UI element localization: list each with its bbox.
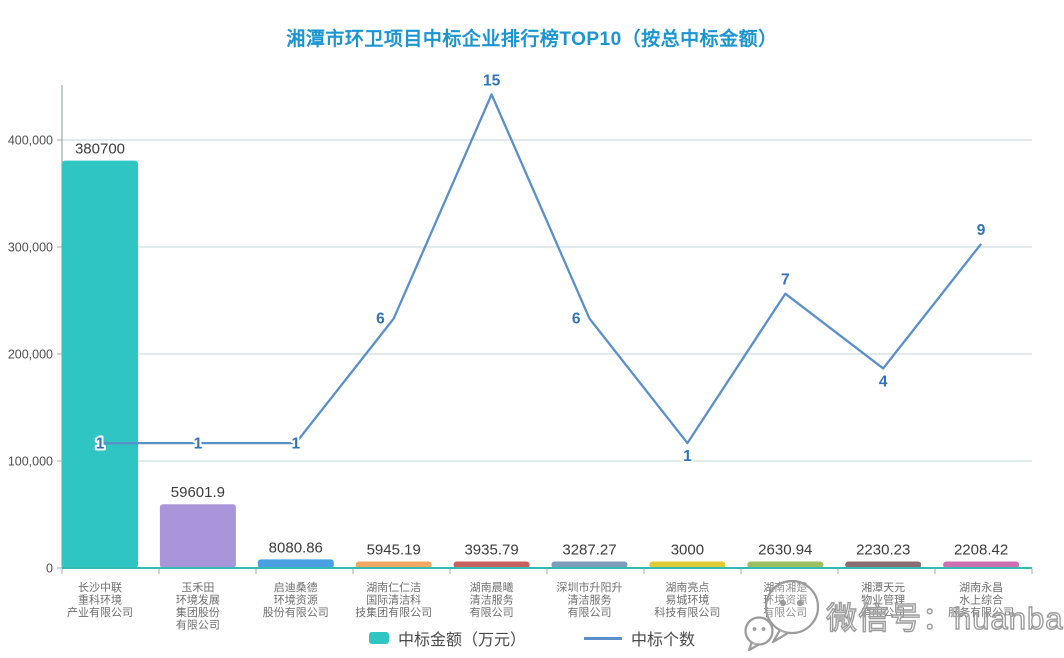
legend-label: 中标金额（万元） bbox=[397, 632, 526, 649]
bar bbox=[551, 561, 628, 568]
bar-value-label: 59601.9 bbox=[171, 484, 225, 501]
y-axis-tick-label: 200,000 bbox=[8, 348, 53, 362]
bar bbox=[159, 504, 236, 568]
line-point-label: 1 bbox=[291, 436, 300, 453]
line-series-swatch bbox=[584, 636, 622, 640]
bar bbox=[453, 561, 530, 568]
category-label: 湖南永昌水上综合服务有限公司 bbox=[948, 580, 1014, 619]
legend-label: 中标个数 bbox=[631, 632, 696, 649]
line-point-label: 6 bbox=[376, 311, 385, 328]
line-point-label: 1 bbox=[194, 436, 203, 453]
legend-item-line-series: 中标个数 bbox=[584, 626, 695, 650]
line-point-label: 1 bbox=[683, 448, 692, 465]
bar-value-label: 380700 bbox=[75, 141, 125, 158]
y-axis-tick-label: 0 bbox=[46, 562, 53, 576]
bar bbox=[62, 160, 138, 568]
chart-legend: 中标金额（万元） 中标个数 bbox=[0, 626, 1064, 650]
bar bbox=[943, 561, 1020, 568]
y-axis-tick-label: 300,000 bbox=[8, 241, 53, 255]
bar-value-label: 3287.27 bbox=[562, 542, 616, 559]
line-point-label: 1 bbox=[96, 436, 105, 453]
category-label: 深圳市升阳升清洁服务有限公司 bbox=[557, 580, 623, 619]
category-label: 玉禾田环境发展集团股份有限公司 bbox=[176, 581, 220, 632]
bar bbox=[257, 559, 334, 568]
legend-item-bar-series: 中标金额（万元） bbox=[368, 626, 526, 650]
y-axis-tick-label: 100,000 bbox=[8, 455, 53, 469]
category-label: 长沙中联重科环境产业有限公司 bbox=[67, 581, 133, 619]
bar-value-label: 3000 bbox=[671, 542, 704, 559]
line-series bbox=[100, 93, 983, 445]
bar bbox=[747, 561, 824, 568]
bar-value-label: 2230.23 bbox=[856, 542, 910, 559]
bar-value-label: 2630.94 bbox=[758, 542, 812, 559]
chart-title: 湘潭市环卫项目中标企业排行榜TOP10（按总中标金额） bbox=[286, 29, 778, 50]
category-label: 湖南晨曦清洁服务有限公司 bbox=[470, 580, 514, 619]
line-point-label: 9 bbox=[977, 222, 986, 239]
category-label: 湖南仁仁洁国际清洁科技集团有限公司 bbox=[355, 581, 432, 619]
bar-value-label: 5945.19 bbox=[367, 542, 421, 559]
bar-value-label: 3935.79 bbox=[464, 542, 518, 559]
category-label: 湘潭天元物业管理有限公司 bbox=[861, 580, 905, 619]
bar bbox=[845, 561, 922, 568]
bar bbox=[649, 561, 726, 568]
line-point-label: 7 bbox=[781, 272, 790, 289]
line-point-label: 4 bbox=[879, 373, 888, 390]
bar-value-label: 2208.42 bbox=[954, 542, 1008, 559]
y-axis-tick-label: 400,000 bbox=[8, 134, 53, 148]
line-point-label: 6 bbox=[572, 311, 581, 328]
category-label: 启迪桑德环境资源股份有限公司 bbox=[263, 580, 329, 619]
category-label: 湖南亮点易城环境科技有限公司 bbox=[654, 580, 720, 619]
line-point-label: 15 bbox=[483, 73, 501, 90]
bar-series-swatch bbox=[368, 632, 389, 644]
bar bbox=[355, 561, 432, 568]
bar-value-label: 8080.86 bbox=[269, 539, 323, 556]
category-label: 湖南湘楚环境资源有限公司 bbox=[763, 580, 807, 619]
